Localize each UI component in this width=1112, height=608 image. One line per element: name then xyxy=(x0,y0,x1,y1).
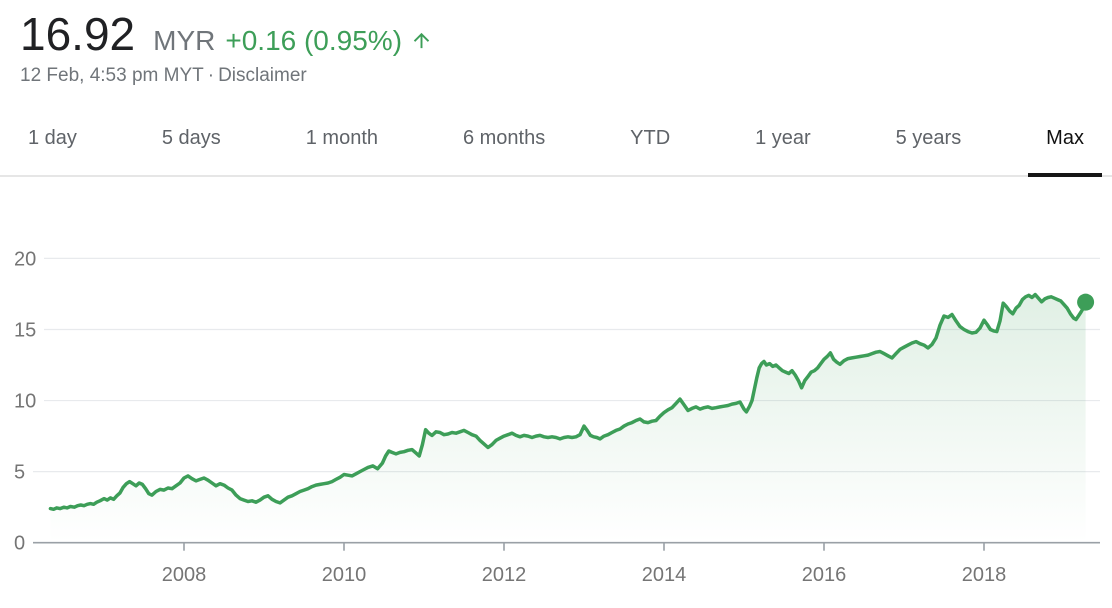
disclaimer-link[interactable]: Disclaimer xyxy=(218,64,307,86)
x-axis-label: 2012 xyxy=(482,564,527,586)
x-axis-label: 2010 xyxy=(322,564,367,586)
currency-label: MYR xyxy=(153,25,216,56)
x-axis-label: 2016 xyxy=(802,564,847,586)
x-axis-label: 2014 xyxy=(642,564,687,586)
tab-1-month[interactable]: 1 month xyxy=(305,126,379,149)
dot-separator: · xyxy=(207,64,215,86)
price-history-chart[interactable]: 0 5 10 15 20 2008 2010 2012 2014 2016 2018 xyxy=(0,200,1112,608)
chart-canvas[interactable]: 0 5 10 15 20 2008 2010 2012 2014 2016 2018 xyxy=(0,200,1112,608)
stock-header: 16.92 MYR +0.16 (0.95%) 12 Feb, 4:53 pm … xyxy=(0,0,1112,87)
y-axis-label: 20 xyxy=(14,248,36,270)
price-change: +0.16 (0.95%) xyxy=(225,25,403,56)
x-axis-label: 2008 xyxy=(162,564,207,586)
price-row: 16.92 MYR +0.16 (0.95%) xyxy=(20,8,1112,60)
tab-ytd[interactable]: YTD xyxy=(630,126,671,149)
up-arrow-icon xyxy=(410,29,433,57)
quote-timestamp: 12 Feb, 4:53 pm MYT xyxy=(20,64,204,86)
tab-6-months[interactable]: 6 months xyxy=(462,126,546,149)
tab-1-year[interactable]: 1 year xyxy=(755,126,811,149)
price-area-fill xyxy=(50,294,1086,543)
y-axis-label: 5 xyxy=(14,462,25,484)
time-range-tabs: 1 day 5 days 1 month 6 months YTD 1 year… xyxy=(0,115,1112,177)
tab-5-years[interactable]: 5 years xyxy=(895,126,962,149)
current-price: 16.92 xyxy=(20,8,136,60)
y-axis-label: 0 xyxy=(14,533,25,555)
latest-point-dot xyxy=(1077,293,1095,311)
quote-timestamp-row: 12 Feb, 4:53 pm MYT · Disclaimer xyxy=(20,65,1112,87)
tab-5-days[interactable]: 5 days xyxy=(161,126,221,149)
tab-1-day[interactable]: 1 day xyxy=(28,126,77,149)
tab-max[interactable]: Max xyxy=(1028,115,1102,177)
y-axis-label: 15 xyxy=(14,319,36,341)
y-axis-label: 10 xyxy=(14,391,36,413)
x-axis-label: 2018 xyxy=(962,564,1007,586)
price-line xyxy=(48,292,1088,512)
